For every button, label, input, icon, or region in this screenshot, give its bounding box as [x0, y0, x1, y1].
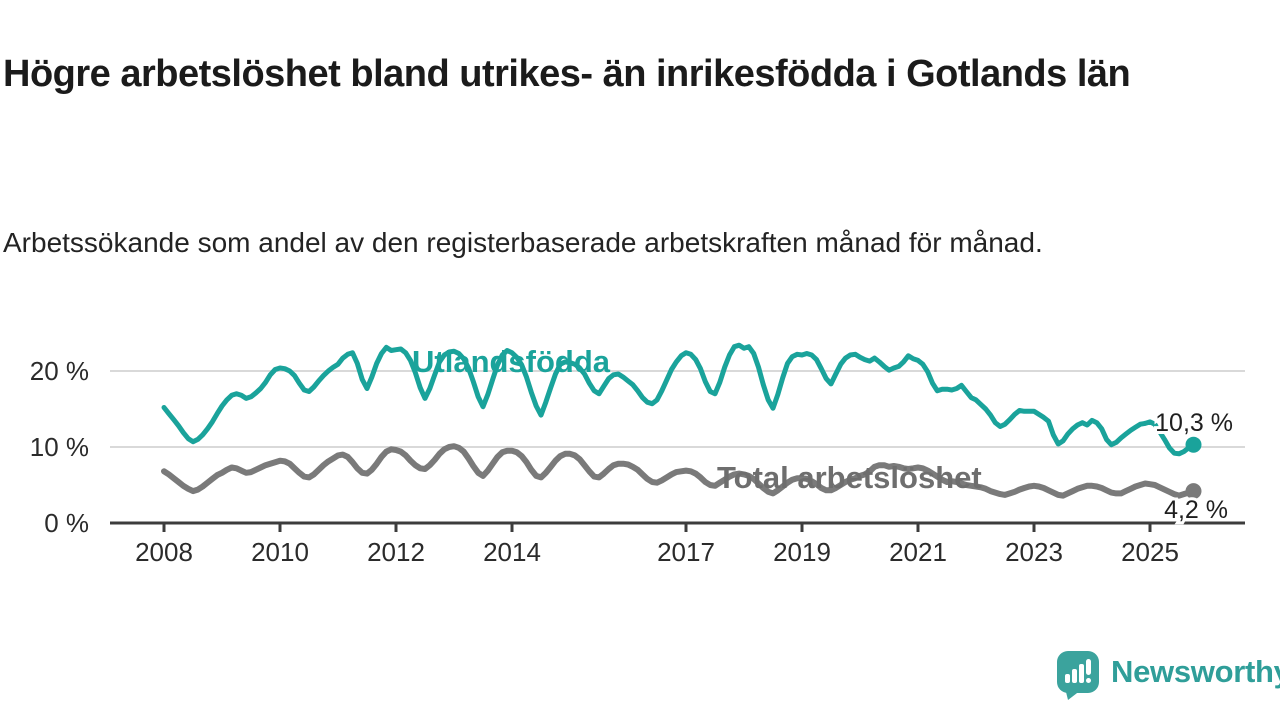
series-end-dot-utlandsfodda: [1185, 436, 1202, 453]
y-axis-tick-label: 10 %: [30, 432, 89, 462]
brand-name: Newsworthy: [1111, 654, 1280, 689]
logo-exclamation-dot: [1086, 678, 1091, 683]
logo-exclamation-bar: [1086, 659, 1091, 675]
x-axis-tick-label: 2012: [367, 537, 425, 567]
end-value-label-utlandsfodda: 10,3 %: [1155, 409, 1233, 437]
y-axis-tick-label: 0 %: [44, 508, 89, 538]
page-title: Högre arbetslöshet bland utrikes- än inr…: [3, 53, 1131, 96]
gridlines: [110, 370, 1245, 448]
x-axis-tick-label: 2019: [773, 537, 831, 567]
y-axis-tick-label: 20 %: [30, 356, 89, 386]
x-axis-ticks: 2008 2010 2012 2014 2017 2019 2021 2023 2025: [135, 523, 1179, 567]
series-end-dot-total: [1185, 483, 1202, 500]
y-axis-tick-labels: 0 % 10 % 20 %: [30, 356, 89, 538]
x-axis-tick-label: 2025: [1121, 537, 1179, 567]
x-axis-tick-label: 2010: [251, 537, 309, 567]
newsworthy-brand: Newsworthy: [1056, 650, 1280, 700]
series-label-utlandsfodda: Utlandsfödda: [412, 344, 611, 379]
series-line-total-arbetsloshet: [161, 443, 1197, 499]
x-axis-tick-label: 2014: [483, 537, 541, 567]
series-label-total-arbetsloshet: Total arbetslöshet: [717, 460, 982, 495]
newsworthy-logo-icon: [1057, 651, 1099, 700]
x-axis-tick-label: 2008: [135, 537, 193, 567]
x-axis-tick-label: 2021: [889, 537, 947, 567]
x-axis-tick-label: 2023: [1005, 537, 1063, 567]
logo-bar-3: [1079, 664, 1084, 683]
end-value-label-total: 4,2 %: [1164, 496, 1228, 524]
x-axis-tick-label: 2017: [657, 537, 715, 567]
chart-subtitle: Arbetssökande som andel av den registerb…: [3, 227, 1043, 258]
logo-bar-1: [1065, 674, 1070, 683]
logo-bar-2: [1072, 669, 1077, 683]
series-line-utlandsfodda: [161, 342, 1196, 457]
